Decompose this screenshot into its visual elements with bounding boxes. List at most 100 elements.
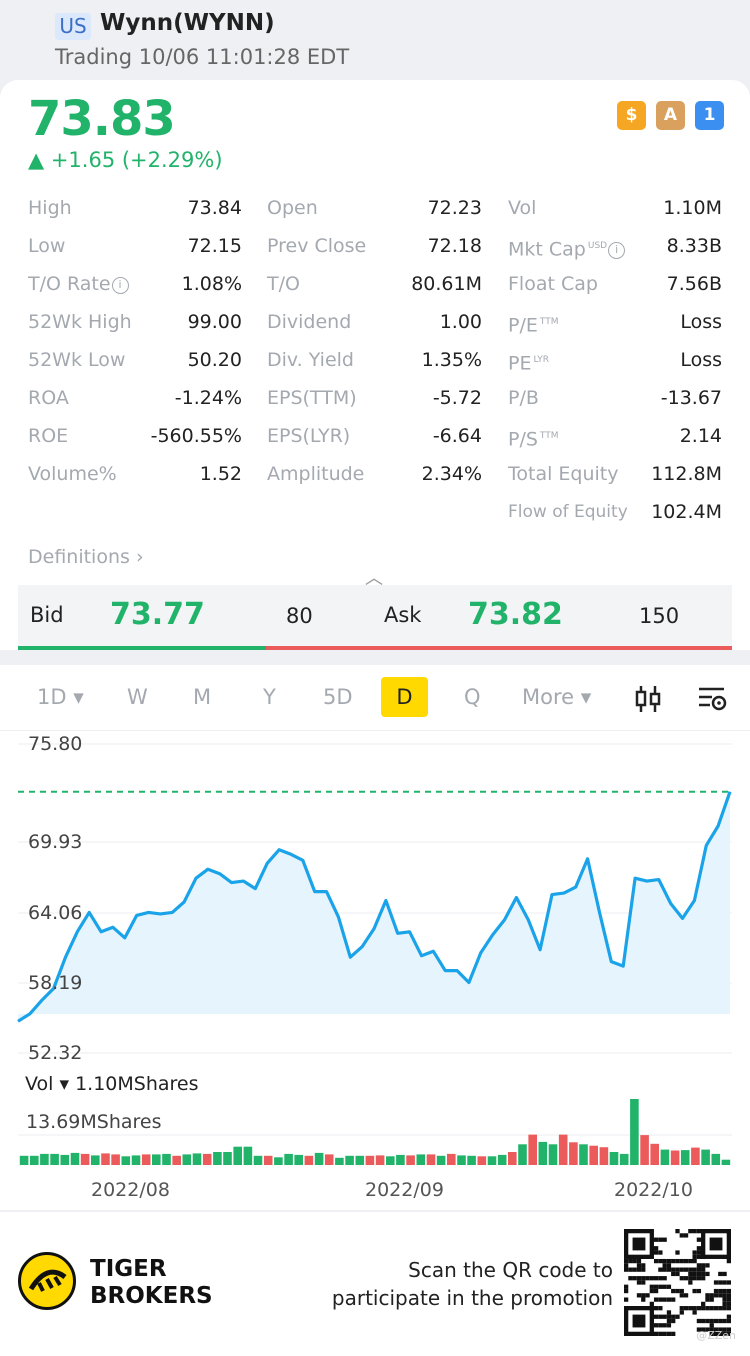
info-icon[interactable]: i: [111, 277, 129, 294]
watermark: @ZZen: [696, 1329, 736, 1342]
chart-card: 1D ▾ W M Y 5D D Q More ▾ 75.80: [0, 665, 750, 1210]
info-icon[interactable]: i: [608, 242, 626, 260]
stat-value: 2.34%: [421, 463, 482, 485]
volume-bar: [579, 1144, 588, 1165]
volume-bar: [436, 1155, 446, 1165]
stock-header: US Wynn(WYNN) Trading 10/06 11:01:28 EDT: [0, 0, 750, 80]
stat-value: 99.00: [187, 311, 242, 333]
quote-card: 73.83 ▲ +1.65 (+2.29%) $ A 1 High 73.84 …: [0, 80, 750, 650]
volume-bar: [721, 1159, 731, 1165]
period-1d[interactable]: 1D ▾: [37, 685, 84, 709]
volume-bar: [202, 1153, 212, 1165]
volume-bar: [619, 1153, 629, 1165]
volume-bar: [284, 1153, 293, 1165]
stat-value: Loss: [680, 349, 722, 371]
stat-label: Float Cap: [508, 273, 598, 295]
volume-bar: [640, 1135, 649, 1165]
volume-bar: [426, 1154, 436, 1165]
ttm-sup: TTM: [539, 317, 559, 327]
market-badge: US: [55, 13, 91, 40]
stat-value: -560.55%: [150, 425, 242, 447]
lightning-icon[interactable]: 1: [695, 101, 724, 130]
volume-bar: [599, 1147, 609, 1165]
stat-label: T/O Rate: [28, 273, 111, 295]
volume-bar: [386, 1156, 395, 1165]
stat-value: -13.67: [660, 387, 722, 409]
bid-ask-bar: Bid 73.77 80 Ask 73.82 150: [18, 585, 732, 650]
volume-bar: [406, 1155, 415, 1165]
volume-bar: [375, 1155, 385, 1165]
qr-code[interactable]: [624, 1229, 731, 1336]
ask-qty: 150: [639, 604, 680, 628]
volume-bar: [111, 1154, 120, 1165]
volume-bar: [314, 1152, 324, 1165]
volume-bar: [558, 1134, 568, 1165]
volume-bar: [101, 1153, 110, 1165]
volume-bar: [294, 1154, 303, 1165]
volume-bar: [680, 1150, 690, 1165]
stat-label: Mkt Cap: [508, 238, 586, 261]
stat-label: Amplitude: [267, 463, 365, 485]
stats-row: High 73.84 Open 72.23 Vol 1.10M: [28, 190, 723, 228]
feature-badges: $ A 1: [617, 101, 724, 130]
price-line-chart[interactable]: [0, 731, 750, 1171]
volume-bar: [19, 1155, 29, 1165]
definitions-link[interactable]: Definitions ›: [28, 546, 144, 568]
promo-line: participate in the promotion: [331, 1286, 613, 1310]
stat-value: 102.4M: [651, 501, 722, 523]
volume-bar: [447, 1153, 456, 1165]
currency-sup: USD: [587, 241, 608, 251]
volume-bar: [701, 1149, 710, 1165]
stat-label: ROA: [28, 387, 69, 409]
volume-bar: [609, 1152, 619, 1165]
stat-label-wrap: P/E TTM: [508, 307, 558, 337]
volume-header: Vol ▾ 1.10MShares: [25, 1073, 199, 1095]
dollar-icon[interactable]: $: [617, 101, 646, 130]
volume-bar: [497, 1154, 507, 1165]
volume-bar: [213, 1152, 222, 1165]
stat-value: 50.20: [187, 349, 242, 371]
trading-status: Trading 10/06 11:01:28 EDT: [55, 45, 350, 69]
volume-bar: [30, 1155, 39, 1165]
period-y[interactable]: Y: [263, 685, 276, 709]
x-tick-label: 2022/09: [365, 1179, 444, 1201]
stat-value: 72.15: [187, 235, 242, 257]
stat-value: 1.00: [439, 311, 482, 333]
volume-bar: [365, 1155, 375, 1165]
period-5d[interactable]: 5D: [323, 685, 353, 709]
stat-label: ROE: [28, 425, 69, 447]
volume-bar: [192, 1153, 202, 1165]
period-more[interactable]: More ▾: [522, 685, 592, 709]
volume-bar: [335, 1157, 344, 1165]
volume-bar: [60, 1154, 70, 1165]
volume-dropdown[interactable]: Vol ▾: [25, 1073, 70, 1095]
stat-label: P/B: [508, 387, 539, 409]
stock-name[interactable]: Wynn(WYNN): [100, 10, 275, 36]
stat-label: Prev Close: [267, 235, 367, 257]
stats-row: ROE -560.55% EPS(LYR) -6.64 P/S TTM 2.14: [28, 418, 723, 456]
period-m[interactable]: M: [193, 685, 212, 709]
period-q[interactable]: Q: [464, 685, 481, 709]
promo-line: Scan the QR code to: [408, 1258, 613, 1282]
stat-label-wrap: P/S TTM: [508, 421, 559, 451]
stat-value: 72.23: [427, 197, 482, 219]
volume-bar: [548, 1144, 558, 1165]
stat-label: EPS(LYR): [267, 425, 351, 447]
volume-bar: [253, 1155, 263, 1165]
stat-value: 1.10M: [663, 197, 722, 219]
stack-icon[interactable]: A: [656, 101, 685, 130]
indicator-settings-icon[interactable]: [696, 683, 728, 715]
ttm-sup: TTM: [539, 431, 559, 441]
stat-value: 1.52: [199, 463, 242, 485]
volume-bar: [233, 1146, 242, 1165]
price-series-line: [17, 791, 732, 1023]
period-w[interactable]: W: [127, 685, 148, 709]
collapse-chevron-icon[interactable]: ︿: [365, 568, 383, 589]
volume-bar: [40, 1153, 49, 1165]
candlestick-icon[interactable]: [632, 683, 664, 715]
period-d[interactable]: D: [381, 677, 428, 717]
y-tick-label: 69.93: [28, 831, 83, 853]
stats-row: Volume% 1.52 Amplitude 2.34% Total Equit…: [28, 456, 723, 494]
volume-bar: [182, 1154, 192, 1165]
stat-label: Vol: [508, 197, 537, 219]
